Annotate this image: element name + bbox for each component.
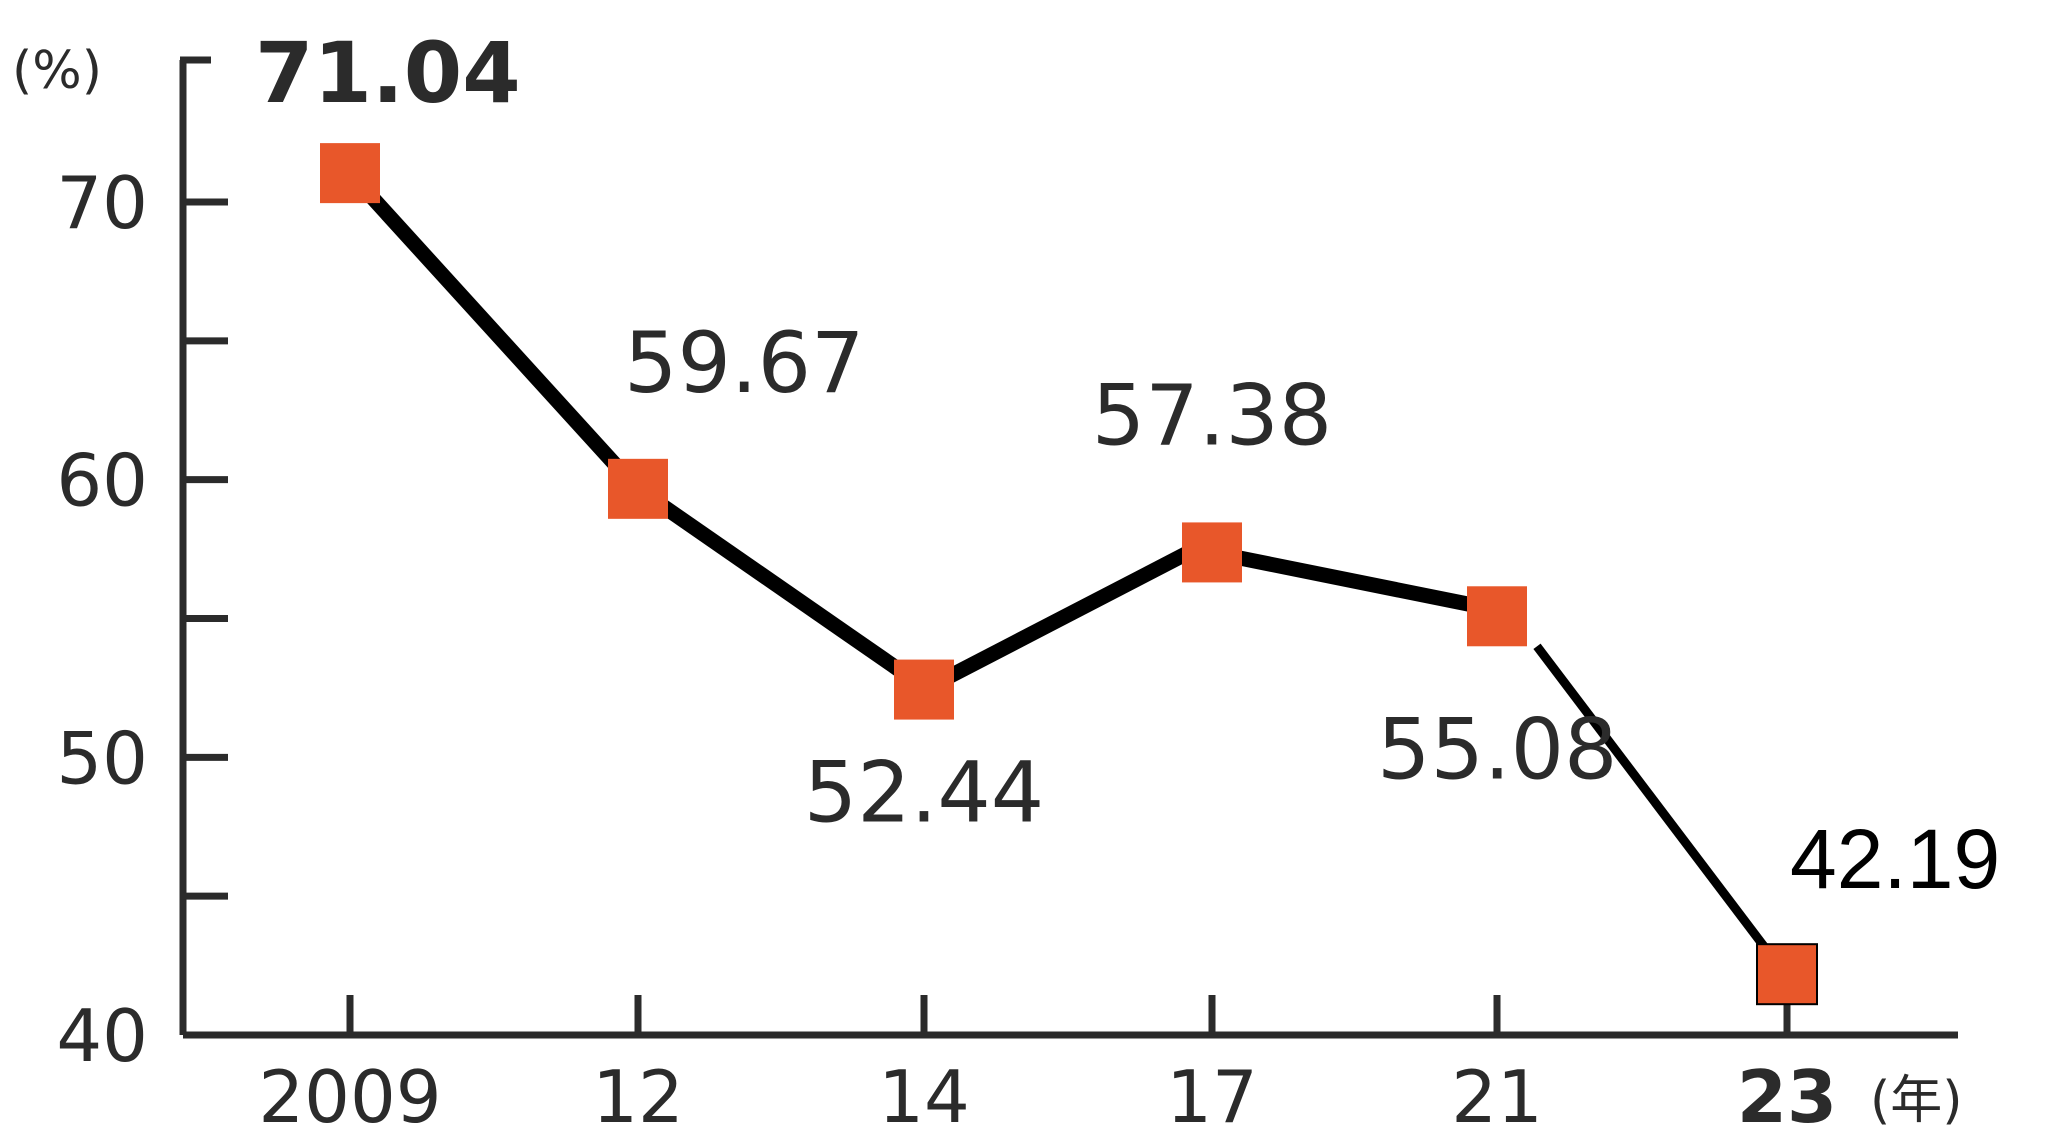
x-tick-label: 14 — [878, 1055, 970, 1139]
line-segment — [1533, 643, 1783, 969]
line-segment — [920, 537, 1208, 697]
x-unit-label: (年) — [1870, 1071, 1963, 1131]
data-labels: 71.04 59.67 52.44 57.38 55.08 42.19 — [255, 24, 2000, 906]
y-tick-label: 70 — [56, 161, 148, 245]
x-tick-label: 23 — [1737, 1055, 1837, 1139]
x-tick-label: 2009 — [258, 1055, 441, 1139]
axes — [179, 56, 1958, 1039]
data-point-marker — [894, 659, 954, 720]
data-label: 57.38 — [1092, 366, 1332, 464]
y-tick-label: 60 — [56, 439, 148, 523]
y-tick-label: 50 — [56, 716, 148, 800]
axis-text: (%) 40 50 60 70 2009 12 14 17 21 23 (年) — [12, 41, 1963, 1139]
data-label: 42.19 — [1790, 812, 2000, 906]
series-line — [344, 168, 1783, 969]
line-segment — [633, 482, 921, 688]
data-point-marker — [608, 458, 668, 519]
data-label: 71.04 — [255, 24, 521, 122]
series-markers — [320, 143, 1818, 1006]
line-segment — [1210, 545, 1491, 616]
line-segment — [344, 168, 636, 486]
y-tick-label: 40 — [56, 994, 148, 1078]
data-point-marker — [1467, 586, 1527, 647]
x-tick-label: 17 — [1166, 1055, 1258, 1139]
y-unit-label: (%) — [12, 41, 102, 101]
data-point-marker — [1756, 943, 1818, 1006]
x-tick-label: 12 — [592, 1055, 684, 1139]
data-label: 52.44 — [804, 744, 1044, 842]
x-tick-label: 21 — [1451, 1055, 1543, 1139]
data-label: 59.67 — [624, 314, 864, 412]
data-point-marker — [320, 143, 380, 204]
data-point-marker — [1182, 522, 1242, 583]
data-label: 55.08 — [1377, 700, 1617, 798]
